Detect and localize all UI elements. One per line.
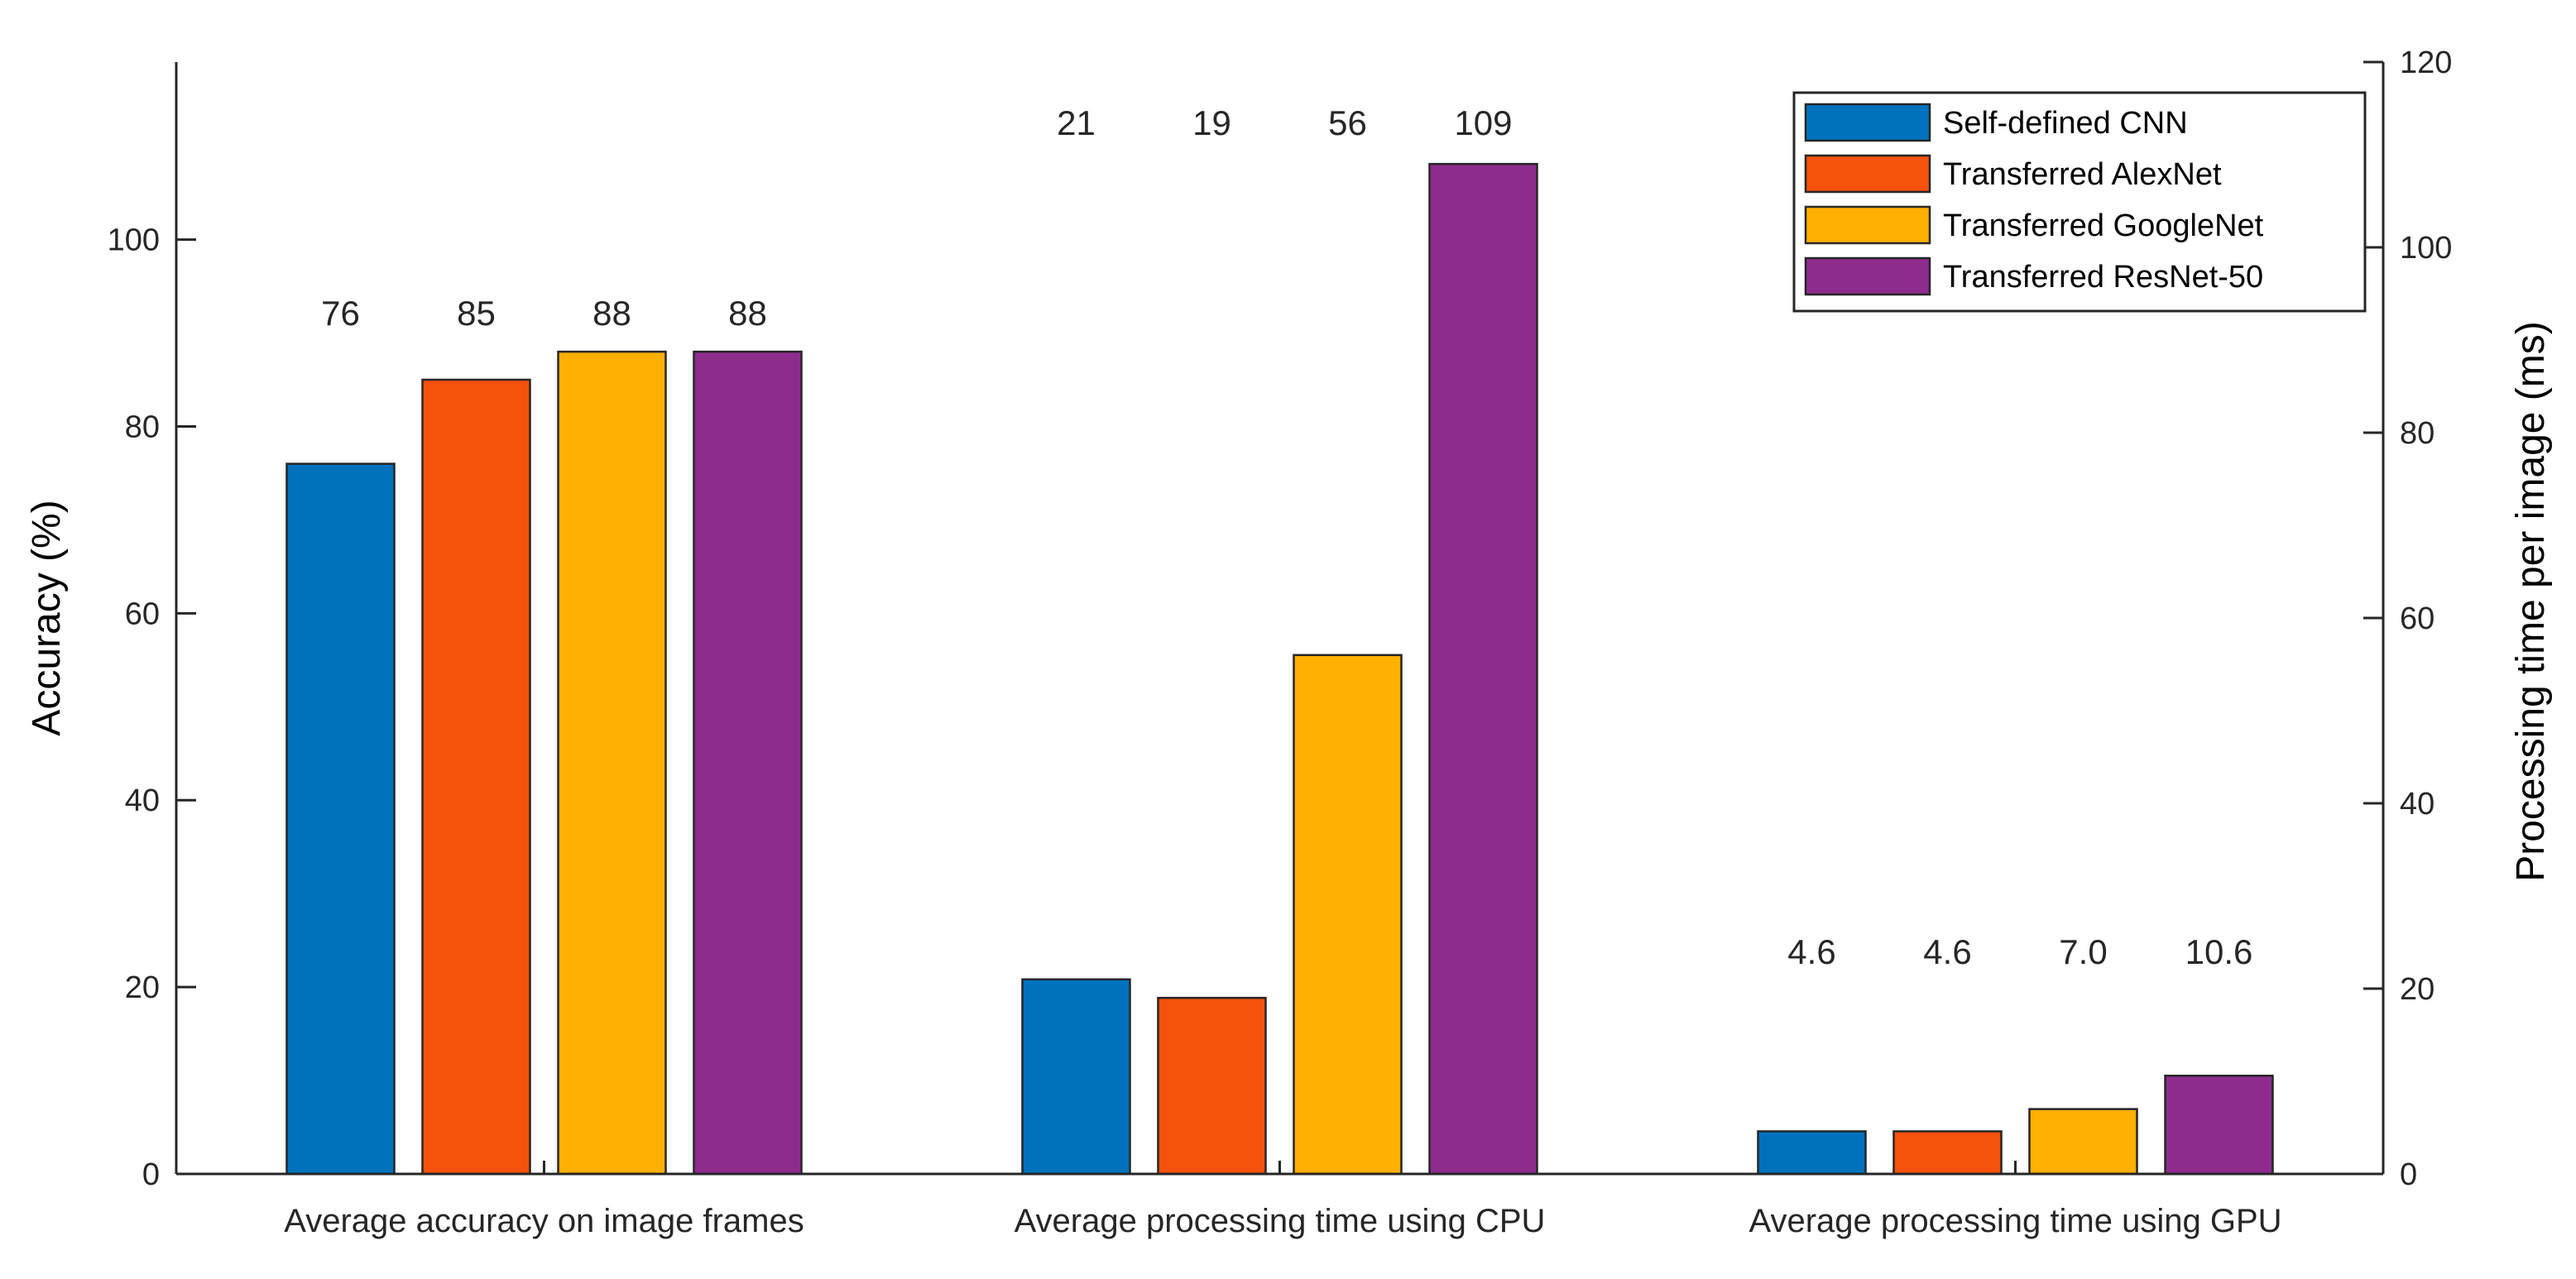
bar-1-category-3	[1757, 1130, 1867, 1176]
bar-3-category-1	[557, 350, 667, 1176]
y-left-tick-label-80: 80	[125, 410, 160, 444]
legend-swatch-3	[1804, 205, 1931, 245]
data-label-4-category-1: 88	[728, 294, 767, 333]
bar-4-category-1	[693, 350, 803, 1176]
legend-label-1: Self-defined CNN	[1943, 106, 2188, 141]
y-right-tick-label-120: 120	[2400, 46, 2452, 80]
y-right-tick-label-80: 80	[2400, 416, 2434, 451]
y-left-tick-label-20: 20	[125, 970, 160, 1005]
data-label-1-category-1: 76	[321, 294, 360, 333]
legend-label-3: Transferred GoogleNet	[1943, 208, 2264, 243]
legend-label-2: Transferred AlexNet	[1943, 157, 2222, 192]
data-label-3-category-3: 7.0	[2059, 932, 2107, 971]
legend-swatch-4	[1804, 256, 1931, 296]
y-left-tick-label-100: 100	[108, 223, 160, 258]
category-labels-layer: Average accuracy on image frames Average …	[284, 1203, 2281, 1239]
legend: Self-defined CNN Transferred AlexNet Trans…	[1792, 91, 2367, 313]
y-right-tick-label-100: 100	[2400, 231, 2452, 266]
y-right-tick-label-40: 40	[2400, 787, 2434, 822]
data-label-1-category-3: 4.6	[1787, 932, 1835, 971]
category-label-1: Average accuracy on image frames	[284, 1203, 804, 1239]
bars-layer	[285, 162, 2274, 1176]
data-label-4-category-3: 10.6	[2185, 932, 2253, 971]
data-label-3-category-1: 88	[592, 294, 631, 333]
bar-3-category-2	[1293, 654, 1403, 1176]
bar-2-category-1	[421, 378, 531, 1176]
y-right-tick-label-0: 0	[2400, 1157, 2417, 1192]
y-left-tick-label-0: 0	[142, 1157, 160, 1192]
ticks-layer: 0 20 40 60 80 100 0 20 40 60 80 100 120	[108, 46, 2453, 1192]
data-label-4-category-2: 109	[1454, 103, 1512, 142]
y-right-tick-label-20: 20	[2400, 972, 2434, 1007]
legend-swatch-2	[1804, 154, 1931, 194]
data-label-2-category-3: 4.6	[1923, 932, 1971, 971]
bar-4-category-2	[1428, 162, 1538, 1176]
y-right-tick-label-60: 60	[2400, 601, 2434, 636]
y-left-tick-label-40: 40	[125, 783, 160, 818]
data-label-3-category-2: 56	[1328, 103, 1367, 142]
legend-label-4: Transferred ResNet-50	[1943, 260, 2263, 295]
bar-2-category-2	[1157, 996, 1267, 1176]
bar-3-category-3	[2028, 1108, 2138, 1176]
category-label-3: Average processing time using GPU	[1749, 1203, 2281, 1239]
legend-swatch-1	[1804, 103, 1931, 142]
bar-2-category-3	[1892, 1130, 2003, 1176]
bar-4-category-3	[2164, 1075, 2274, 1176]
category-label-2: Average processing time using CPU	[1015, 1203, 1546, 1239]
data-label-2-category-2: 19	[1192, 103, 1231, 142]
data-label-2-category-1: 85	[457, 294, 496, 333]
y-left-tick-label-60: 60	[125, 596, 160, 631]
bar-1-category-1	[285, 462, 396, 1176]
data-label-1-category-2: 21	[1057, 103, 1096, 142]
y-axis-left-title: Accuracy (%)	[25, 500, 69, 735]
bar-1-category-2	[1021, 978, 1131, 1176]
data-labels-layer: 76 85 88 88 21 19 56 109 4.6 4.6 7.0 10.6	[321, 103, 2252, 971]
y-axis-right-title: Processing time per image (ms)	[2509, 321, 2553, 882]
